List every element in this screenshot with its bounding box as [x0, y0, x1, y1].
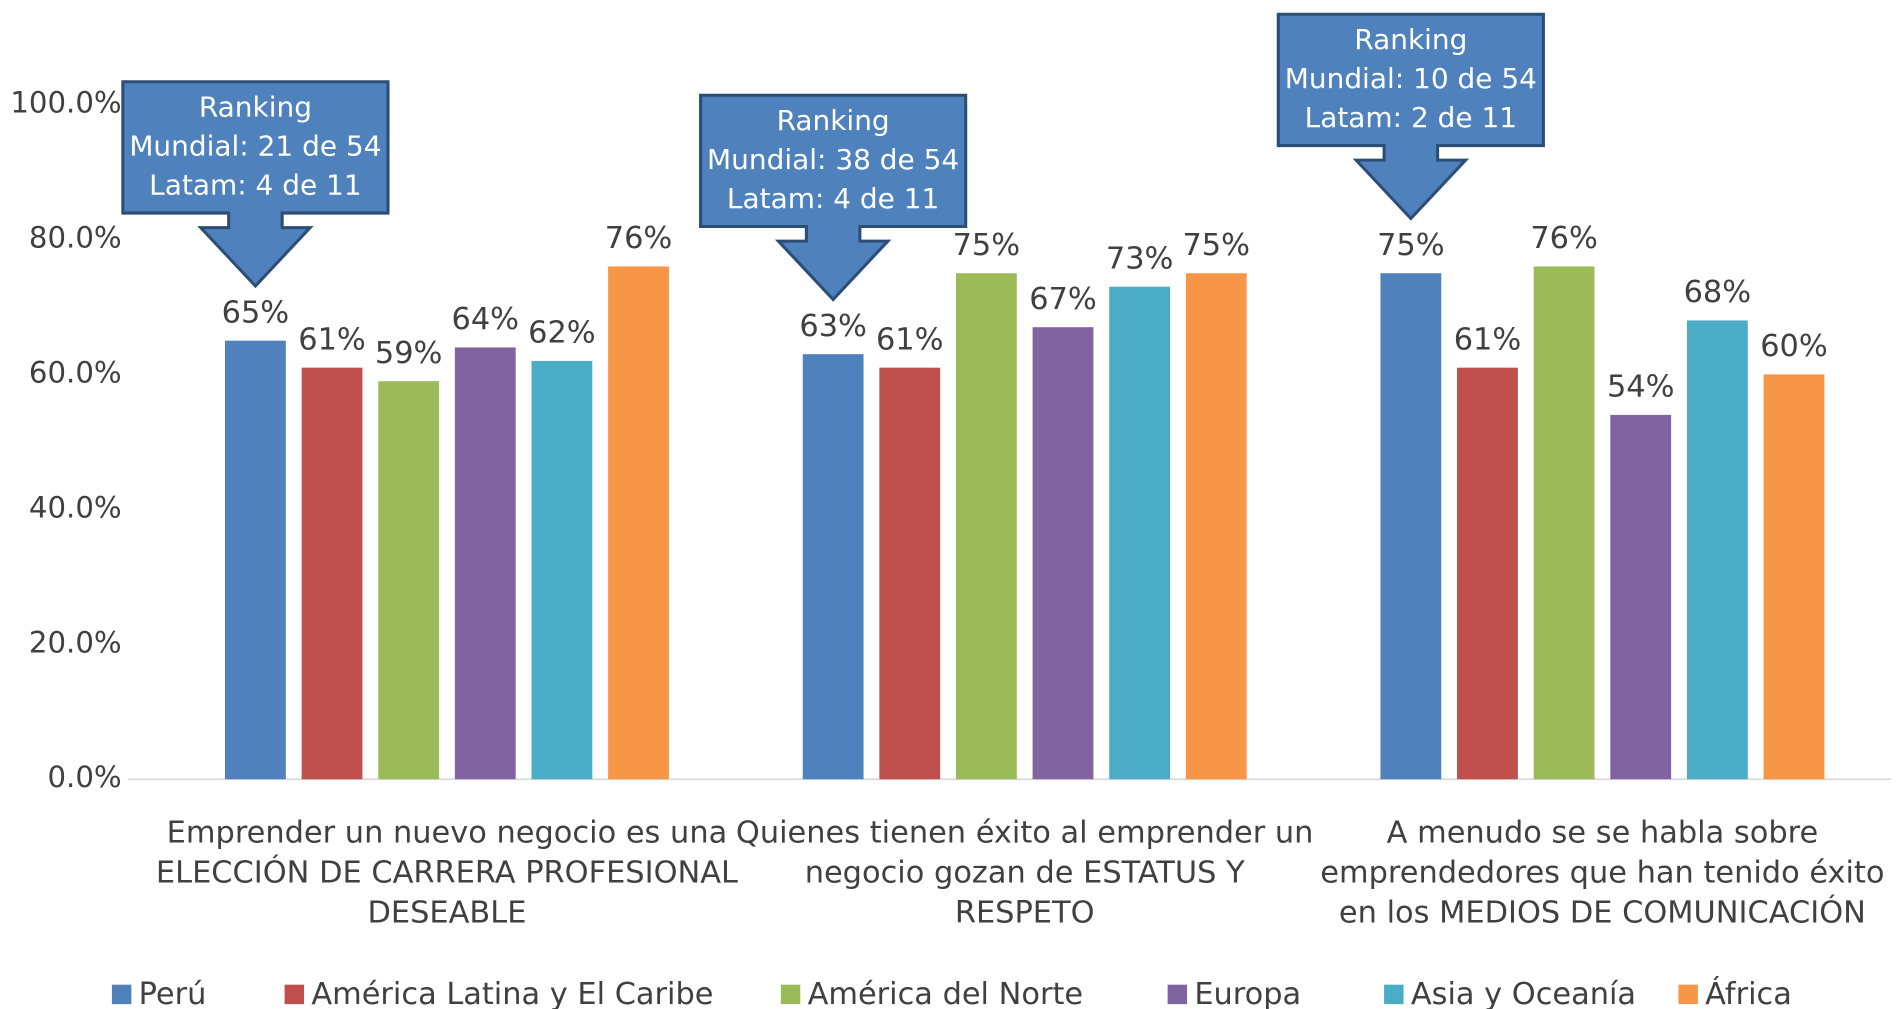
data-label: 75% [1377, 228, 1445, 263]
y-tick-label: 60.0% [29, 355, 122, 389]
callout-text: Mundial: 21 de 54 [129, 129, 381, 162]
data-label: 76% [605, 221, 673, 256]
data-label: 63% [799, 309, 867, 344]
data-label: 61% [876, 322, 944, 357]
data-label: 60% [1760, 329, 1828, 364]
data-label: 75% [953, 228, 1021, 263]
legend-swatch [284, 984, 305, 1005]
callout-text: Latam: 2 de 11 [1305, 101, 1517, 134]
bar [1686, 320, 1748, 780]
callout-text: Mundial: 10 de 54 [1285, 62, 1537, 95]
bar [378, 381, 440, 780]
bar [1032, 327, 1094, 780]
bar [1610, 414, 1672, 780]
x-label-box: A menudo se se habla sobre emprendedores… [1320, 814, 1885, 930]
legend-swatch [1678, 984, 1698, 1005]
data-label: 73% [1106, 241, 1174, 276]
callout-shape [699, 93, 968, 302]
callout-text: Ranking [777, 104, 890, 137]
bar [1109, 286, 1171, 780]
y-tick-label: 40.0% [29, 490, 122, 524]
data-label: 76% [1530, 221, 1598, 256]
bar [879, 367, 941, 780]
bar [1533, 266, 1595, 780]
bar [1457, 367, 1518, 780]
data-label: 61% [298, 322, 366, 357]
y-tick-label: 0.0% [47, 760, 121, 794]
bar [955, 273, 1017, 780]
x-tick-label: A menudo se se habla sobre emprendedores… [1320, 814, 1885, 930]
bar [225, 340, 286, 780]
callout: Ranking Mundial: 21 de 54 Latam: 4 de 11 [121, 80, 390, 289]
callout-text: Latam: 4 de 11 [727, 182, 939, 215]
legend-label: Europa [1194, 977, 1301, 1009]
bar [802, 354, 864, 780]
legend-swatch [1384, 984, 1404, 1005]
legend-label: América Latina y El Caribe [311, 977, 713, 1009]
bar [531, 360, 593, 780]
callout-shape [121, 80, 390, 289]
x-tick-label: Emprender un nuevo negocio es una ELECCI… [155, 814, 738, 930]
callout-shape [1276, 12, 1545, 221]
bar [301, 367, 363, 780]
legend-label: América del Norte [808, 977, 1083, 1009]
data-label: 64% [452, 302, 520, 337]
y-tick-label: 100.0% [10, 86, 121, 120]
legend-swatch [1167, 984, 1188, 1005]
callout: Ranking Mundial: 10 de 54 Latam: 2 de 11 [1276, 12, 1545, 221]
legend-label: Asia y Oceanía [1411, 977, 1636, 1009]
x-label-box: Quienes tienen éxito al emprender un neg… [735, 814, 1314, 930]
legend-label: Perú [139, 977, 207, 1009]
bar [1380, 273, 1442, 780]
data-label: 75% [1182, 228, 1250, 263]
callout-text: Latam: 4 de 11 [149, 168, 361, 201]
data-label: 62% [528, 316, 596, 351]
data-label: 65% [222, 295, 290, 330]
legend-swatch [780, 984, 801, 1005]
callout-text: Ranking [199, 91, 312, 124]
callout-text: Mundial: 38 de 54 [707, 143, 959, 176]
y-tick-label: 20.0% [29, 625, 122, 659]
data-label: 67% [1029, 282, 1097, 317]
x-label-box: Emprender un nuevo negocio es una ELECCI… [155, 814, 738, 930]
legend-label: África [1705, 976, 1792, 1009]
data-label: 61% [1454, 322, 1522, 357]
data-label: 54% [1607, 370, 1675, 405]
callout-text: Ranking [1354, 23, 1467, 56]
bar [1185, 273, 1247, 780]
data-label: 59% [375, 336, 443, 371]
bar [608, 266, 669, 780]
legend-swatch [111, 984, 132, 1005]
x-tick-label: Quienes tienen éxito al emprender un neg… [735, 814, 1314, 930]
bar [1763, 374, 1825, 780]
y-tick-label: 80.0% [29, 220, 122, 254]
bar [454, 347, 516, 780]
callout: Ranking Mundial: 38 de 54 Latam: 4 de 11 [699, 93, 968, 302]
data-label: 68% [1684, 275, 1752, 310]
